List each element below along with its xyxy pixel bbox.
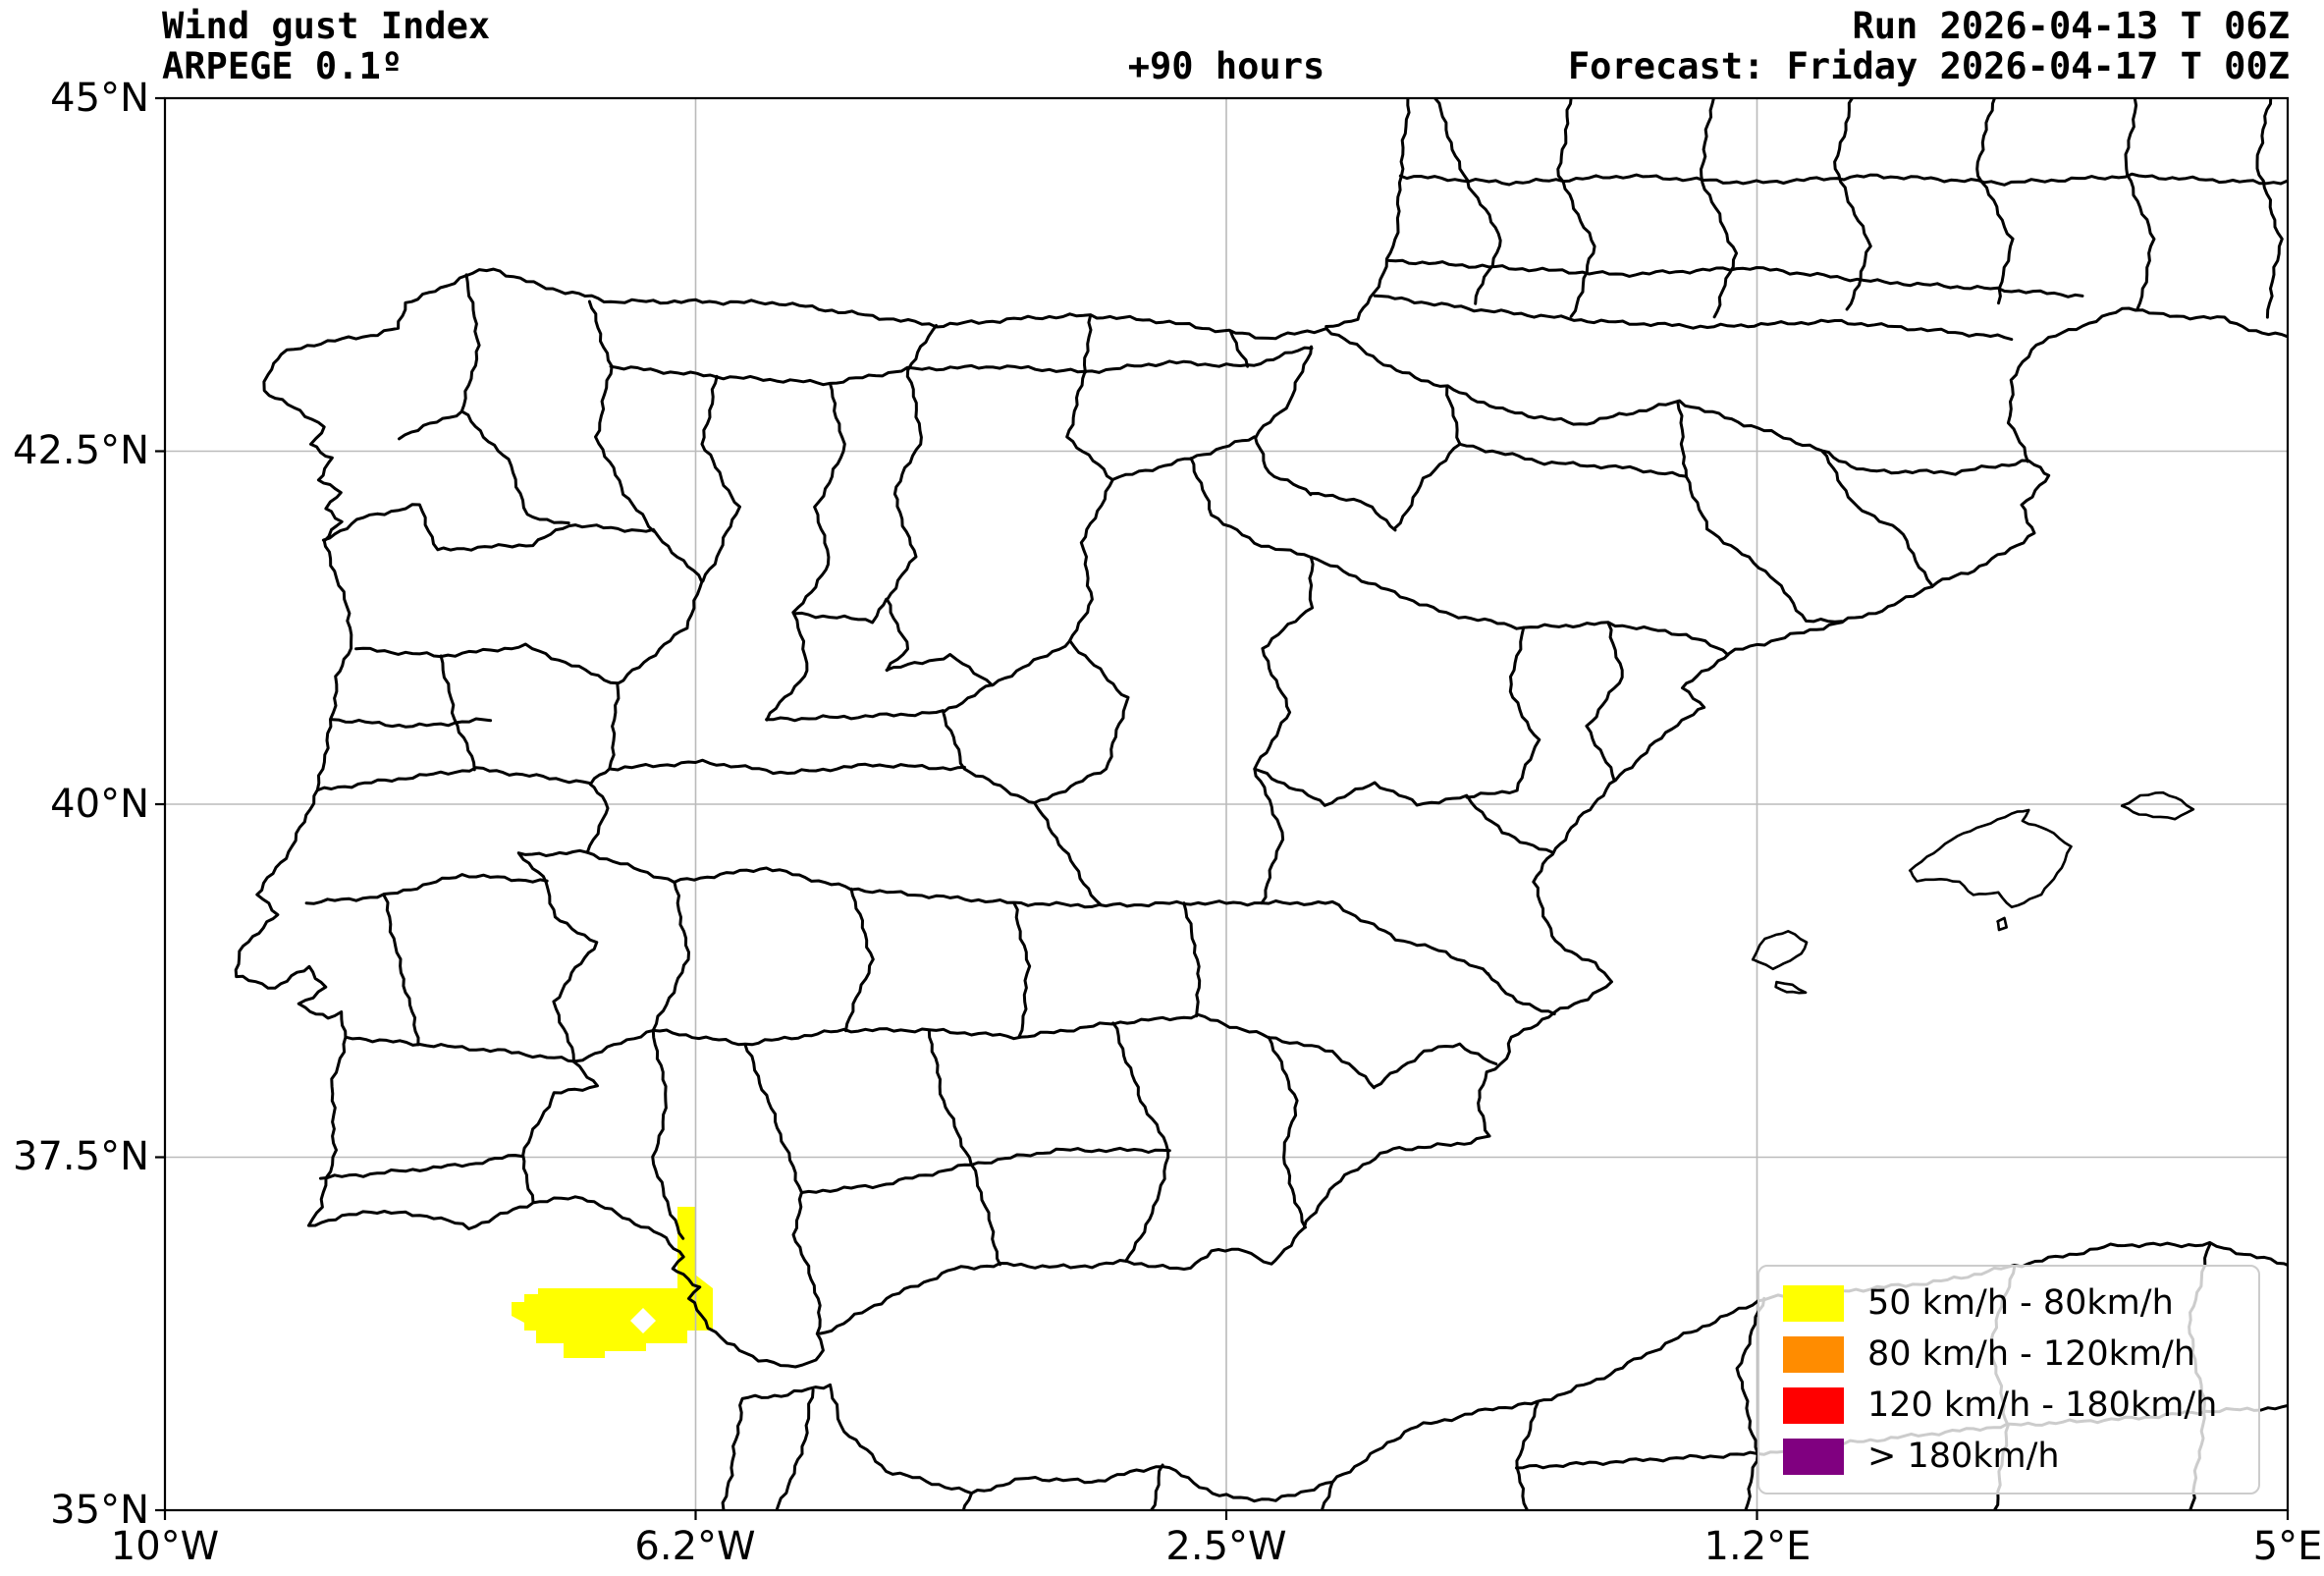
x-tick-label: 10°W: [110, 1524, 220, 1569]
model-subtitle: ARPEGE 0.1º: [162, 45, 404, 87]
legend-swatch-red: [1783, 1386, 1844, 1424]
y-tick-label: 45°N: [50, 76, 149, 121]
x-tick-label: 1.2°E: [1703, 1524, 1811, 1569]
legend-label: > 180km/h: [1867, 1437, 2060, 1476]
legend-item: 120 km/h - 180km/h: [1759, 1386, 2258, 1424]
x-tick-label: 2.5°W: [1165, 1524, 1287, 1569]
legend-label: 120 km/h - 180km/h: [1867, 1386, 2218, 1425]
legend-swatch-orange: [1783, 1335, 1844, 1373]
lead-time-label: +90 hours: [1127, 45, 1325, 87]
y-tick-label: 42.5°N: [13, 428, 149, 473]
legend-swatch-purple: [1783, 1438, 1844, 1475]
legend-label: 50 km/h - 80km/h: [1867, 1283, 2174, 1323]
x-tick-label: 6.2°W: [634, 1524, 756, 1569]
x-tick-label: 5°E: [2252, 1524, 2323, 1569]
gust-region-50-80: [512, 1207, 713, 1358]
legend-item: 50 km/h - 80km/h: [1759, 1284, 2258, 1322]
y-tick-label: 35°N: [50, 1488, 149, 1533]
y-tick-label: 37.5°N: [13, 1134, 149, 1179]
legend-label: 80 km/h - 120km/h: [1867, 1334, 2196, 1374]
y-tick-label: 40°N: [50, 782, 149, 827]
run-label: Run 2026-04-13 T 06Z: [1852, 5, 2290, 47]
legend: 50 km/h - 80km/h 80 km/h - 120km/h 120 k…: [1757, 1265, 2260, 1494]
legend-swatch-yellow: [1783, 1284, 1844, 1322]
forecast-label: Forecast: Friday 2026-04-17 T 00Z: [1567, 45, 2290, 87]
page-title: Wind gust Index: [162, 5, 491, 47]
legend-item: 80 km/h - 120km/h: [1759, 1335, 2258, 1373]
legend-item: > 180km/h: [1759, 1438, 2258, 1475]
